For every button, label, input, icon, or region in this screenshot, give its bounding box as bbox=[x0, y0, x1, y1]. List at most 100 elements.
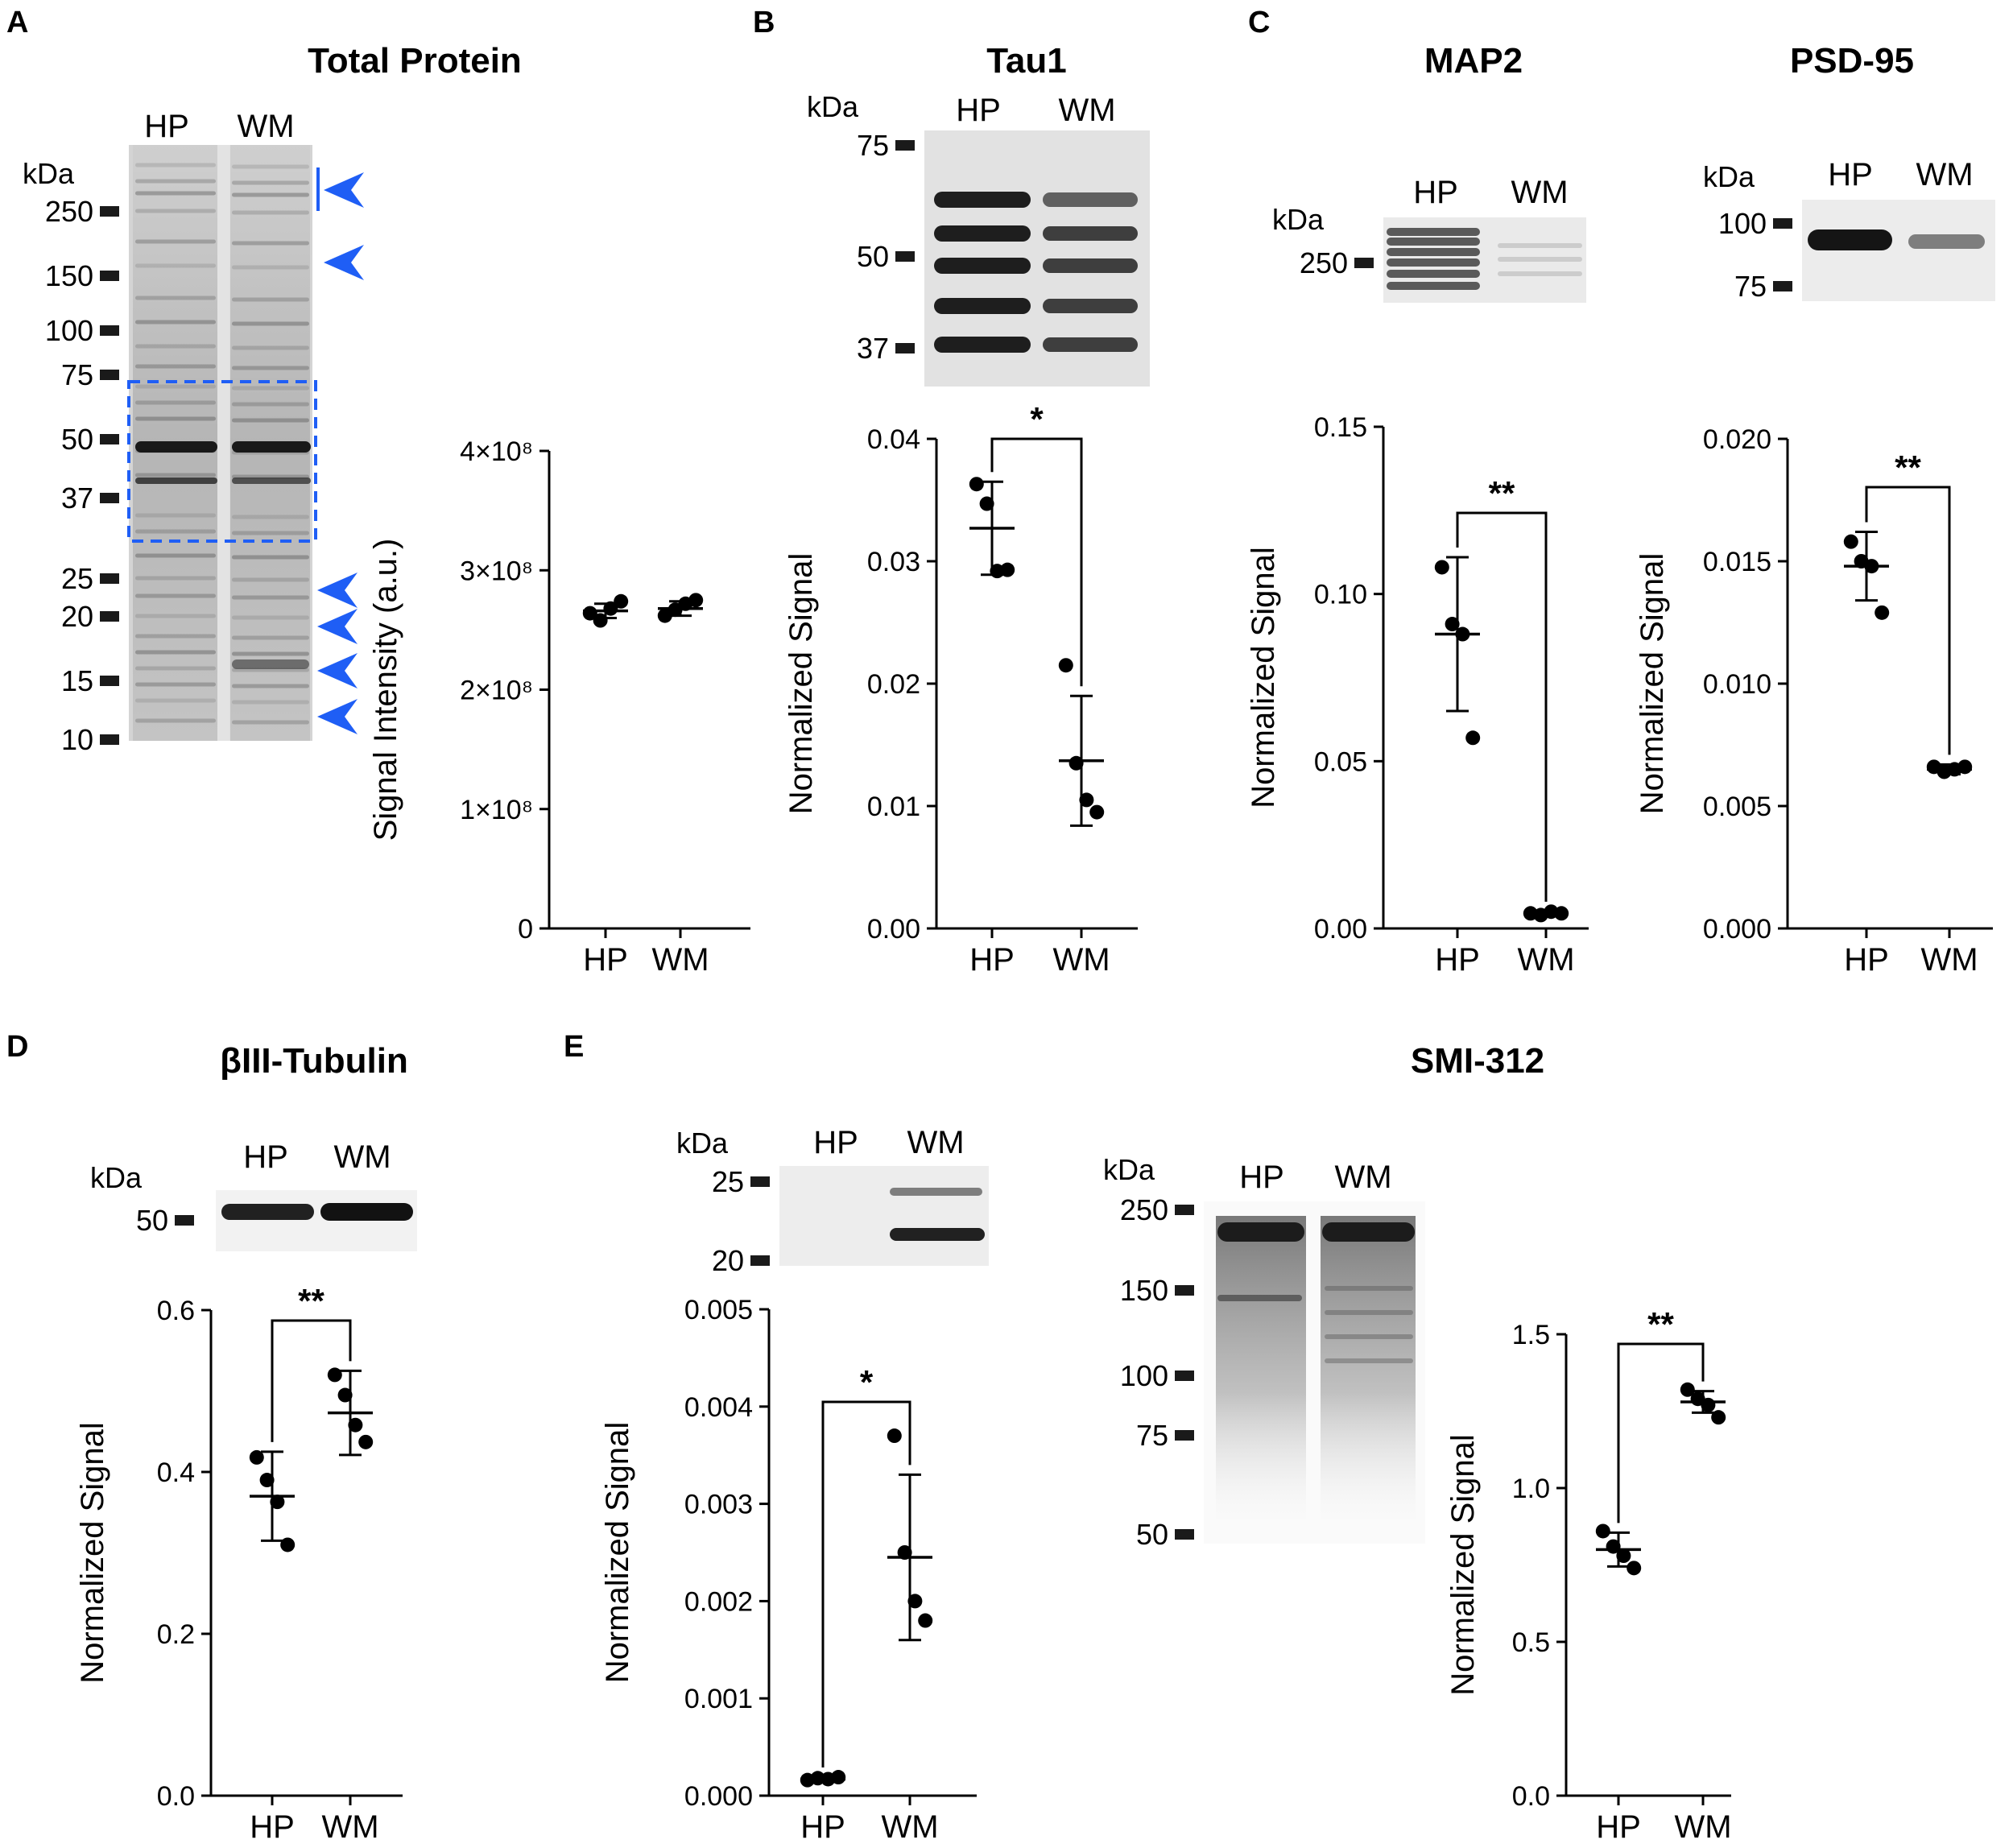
blot-band bbox=[135, 473, 216, 478]
kda-label: kDa bbox=[23, 157, 75, 190]
y-axis-label: Normalized Signal bbox=[600, 1422, 635, 1684]
blot-band bbox=[221, 1204, 314, 1220]
data-point bbox=[979, 496, 994, 511]
y-tick-label: 0.2 bbox=[157, 1619, 195, 1650]
y-tick-label: 0.00 bbox=[1314, 914, 1367, 945]
blot-band bbox=[135, 364, 216, 369]
title-map2: MAP2 bbox=[1424, 41, 1523, 81]
mw-marker-label: 37 bbox=[61, 482, 93, 515]
mw-marker-tick bbox=[175, 1215, 194, 1226]
chart-mbp: 0.000 0.001 0.002 0.003 0.004 0.005 HP WM Normal… bbox=[600, 1295, 977, 1845]
y-tick-label: 2×10⁸ bbox=[460, 676, 533, 706]
significance-bracket bbox=[990, 437, 1083, 687]
x-tick-label: HP bbox=[1844, 942, 1889, 978]
blot-b: kDa HP WM 75 50 37 bbox=[807, 90, 1150, 387]
mw-marker-label: 50 bbox=[1136, 1518, 1168, 1551]
blot-band bbox=[1217, 1295, 1302, 1301]
blot-c1: kDa HP WM 250 bbox=[1272, 175, 1586, 303]
mw-marker-label: 25 bbox=[61, 562, 93, 595]
lane-label-wm: WM bbox=[1511, 175, 1568, 210]
mw-marker-label: 250 bbox=[45, 195, 93, 228]
y-tick-label: 0.005 bbox=[684, 1295, 753, 1325]
x-tick-label: HP bbox=[583, 942, 628, 978]
lane-gap bbox=[217, 145, 230, 741]
blot-band bbox=[232, 321, 309, 326]
chart-tubulin: 0.0 0.2 0.4 0.6 HP WM Normalized Signal ** bbox=[75, 1282, 403, 1845]
lane-label-wm: WM bbox=[333, 1139, 391, 1175]
lane-label-wm: WM bbox=[1334, 1160, 1391, 1195]
blot-band bbox=[135, 529, 216, 534]
blot-bands bbox=[1808, 229, 1985, 250]
mw-marker-tick bbox=[100, 573, 119, 584]
blot-band bbox=[320, 1203, 413, 1221]
blot-band bbox=[135, 344, 216, 349]
region-of-interest-box bbox=[127, 380, 317, 543]
data-point bbox=[688, 593, 704, 608]
title-psd95: PSD-95 bbox=[1790, 41, 1914, 81]
mw-marker-tick bbox=[750, 1255, 770, 1266]
blot-band bbox=[232, 241, 309, 246]
blot-band bbox=[135, 576, 216, 581]
significance-label: ** bbox=[1895, 449, 1921, 486]
mw-marker-label: 100 bbox=[1120, 1359, 1168, 1392]
data-point bbox=[1595, 1523, 1610, 1539]
blot-band bbox=[934, 337, 1031, 353]
blot-band bbox=[232, 386, 309, 391]
lane-label-hp: HP bbox=[1413, 175, 1458, 210]
blot-bands bbox=[934, 192, 1138, 353]
data-point bbox=[1843, 534, 1858, 549]
blot-band bbox=[135, 513, 216, 518]
significance-bracket bbox=[1456, 511, 1548, 902]
mw-markers: 250 bbox=[1300, 246, 1374, 279]
mw-markers: 250 150 100 75 50 37 25 20 15 10 bbox=[45, 195, 119, 756]
data-point bbox=[1701, 1397, 1716, 1412]
blot-e1: kDa HP WM 25 20 bbox=[676, 1125, 989, 1277]
blot-band bbox=[934, 298, 1031, 314]
blot-band bbox=[232, 418, 309, 423]
lane-label-hp: HP bbox=[1239, 1160, 1284, 1195]
lane-label-wm: WM bbox=[1058, 93, 1115, 128]
significance-label: ** bbox=[1647, 1305, 1674, 1343]
y-tick-label: 0.05 bbox=[1314, 746, 1367, 777]
blot-band bbox=[232, 651, 309, 656]
mw-marker-label: 50 bbox=[136, 1204, 168, 1237]
blot-band bbox=[1217, 1222, 1304, 1242]
mw-marker-tick bbox=[895, 343, 915, 353]
arrowhead-icon bbox=[317, 609, 358, 644]
blot-band bbox=[232, 180, 309, 185]
blot-band bbox=[232, 265, 309, 270]
y-tick-label: 0.004 bbox=[684, 1392, 753, 1423]
kda-label: kDa bbox=[807, 90, 859, 123]
smear-lane-wm bbox=[1321, 1216, 1416, 1538]
mw-marker-tick bbox=[100, 370, 119, 380]
mw-marker-label: 50 bbox=[857, 240, 889, 273]
chart-tau1: 0.00 0.01 0.02 0.03 0.04 HP WM Normalized Signa… bbox=[783, 400, 1138, 978]
blot-band bbox=[135, 698, 216, 703]
mw-marker-tick bbox=[1354, 258, 1374, 268]
blot-band bbox=[1043, 258, 1138, 273]
mw-marker-tick bbox=[100, 493, 119, 503]
y-tick-label: 4×10⁸ bbox=[460, 436, 533, 467]
blot-band bbox=[135, 553, 216, 558]
y-tick-label: 0.000 bbox=[684, 1781, 753, 1812]
kda-label: kDa bbox=[1272, 203, 1325, 236]
data-point bbox=[1000, 562, 1015, 577]
blot-band bbox=[1043, 299, 1138, 313]
significance-bracket bbox=[1617, 1342, 1705, 1523]
lane-label-wm: WM bbox=[907, 1125, 964, 1160]
blot-band bbox=[135, 239, 216, 244]
kda-label: kDa bbox=[676, 1127, 729, 1160]
smear-lane-hp bbox=[1216, 1216, 1306, 1538]
panel-letter-a: A bbox=[6, 6, 28, 39]
title-tubulin: βIII-Tubulin bbox=[220, 1041, 408, 1081]
y-tick-label: 0 bbox=[518, 914, 533, 945]
x-tick-label: WM bbox=[1052, 942, 1110, 978]
data-point bbox=[1079, 792, 1094, 808]
mw-marker-tick bbox=[1175, 1285, 1194, 1296]
y-tick-label: 0.15 bbox=[1314, 412, 1367, 443]
x-tick-label: HP bbox=[1435, 942, 1480, 978]
blot-band bbox=[1498, 243, 1582, 248]
data-point bbox=[897, 1545, 912, 1560]
mw-markers: 250 150 100 75 50 bbox=[1120, 1193, 1194, 1551]
